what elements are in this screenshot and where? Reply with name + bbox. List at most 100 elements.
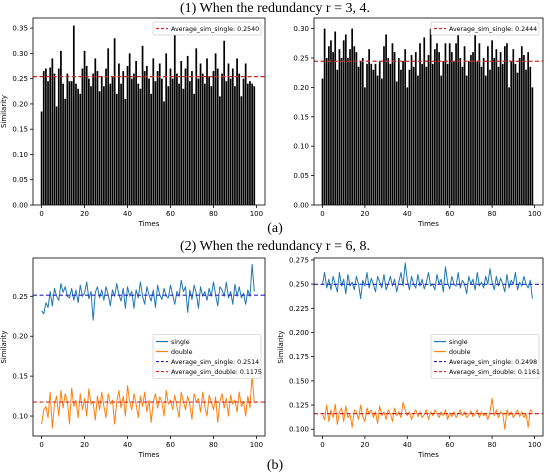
bar (92, 73, 95, 205)
bar (344, 34, 347, 205)
bar (130, 78, 133, 205)
bar (100, 76, 103, 206)
bar (120, 83, 122, 205)
y-tick-label: 0.20 (12, 333, 28, 341)
bar (342, 40, 345, 205)
bar (508, 87, 510, 205)
x-axis-label: Times (417, 220, 439, 228)
bar (154, 81, 157, 205)
bar (145, 66, 148, 205)
legend-label-average-double: Average_sim_double: 0.1175 (171, 369, 262, 376)
y-tick-label: 0.15 (12, 373, 28, 381)
bar (442, 60, 445, 205)
bar (406, 87, 409, 205)
legend-label-single: single (449, 339, 468, 346)
bar (355, 52, 358, 205)
panel-label-b: (b) (266, 458, 284, 473)
x-axis-label: Times (138, 451, 160, 459)
x-tick-label: 60 (166, 210, 175, 218)
bar (417, 75, 419, 205)
bar (98, 91, 101, 205)
y-tick-label: 0.25 (12, 293, 28, 301)
bar (478, 43, 481, 205)
bar (525, 69, 527, 205)
bar (325, 57, 328, 205)
bar (453, 60, 455, 205)
bar (249, 81, 251, 205)
bar (195, 48, 198, 205)
bar (397, 57, 400, 205)
x-tick-label: 80 (488, 441, 497, 449)
bar (402, 60, 404, 205)
bar (133, 73, 135, 205)
bar (429, 28, 432, 206)
x-tick-label: 20 (80, 441, 89, 449)
bar (501, 63, 504, 206)
bar (391, 43, 394, 205)
bar (419, 43, 421, 205)
bar (516, 72, 519, 205)
y-tick-label: 0.15 (293, 113, 309, 121)
bar (431, 63, 434, 206)
bar (143, 71, 146, 205)
bar (47, 81, 49, 205)
bar (412, 66, 415, 206)
bar (244, 63, 247, 206)
bar (506, 43, 508, 205)
bar (66, 73, 69, 205)
bar (381, 78, 383, 205)
bar (103, 86, 105, 205)
y-tick-label: 0.00 (293, 202, 309, 210)
bar (231, 68, 234, 205)
bar (470, 55, 472, 206)
y-tick-label: 0.10 (293, 143, 309, 151)
bar (107, 48, 110, 205)
y-tick-label: 0.10 (12, 151, 28, 159)
bar (446, 63, 449, 206)
x-tick-label: 100 (250, 441, 263, 449)
x-tick-label: 0 (320, 210, 324, 218)
bar (111, 76, 114, 206)
bar (75, 83, 77, 205)
bar (158, 63, 161, 206)
bar (359, 60, 362, 205)
bar (450, 52, 453, 205)
legend-label-average: Average_sim_single: 0.2540 (171, 26, 259, 33)
bar (64, 98, 67, 205)
chart-panel-1: 0 20 40 60 80 100 0.00 0.05 0.10 0.15 0.20 0.25 0.30… (0, 17, 266, 228)
series-line-single (321, 262, 533, 300)
bar (229, 78, 232, 205)
chart-panel-4: 0 20 40 60 80 100 0.100 0.125 0.150 0.175 0.200 0.2… (277, 256, 544, 459)
bar (135, 60, 137, 206)
bar (472, 52, 474, 205)
x-tick-label: 40 (123, 441, 132, 449)
bar (188, 81, 191, 205)
y-tick-label: 0.10 (12, 413, 28, 421)
bar (427, 55, 430, 206)
bar (40, 111, 43, 205)
x-tick-label: 60 (445, 441, 454, 449)
x-tick-label: 0 (320, 441, 324, 449)
bar (62, 83, 64, 205)
bar (461, 66, 464, 206)
bar (395, 81, 398, 205)
x-tick-label: 20 (360, 210, 369, 218)
bar (68, 81, 71, 205)
bar (531, 87, 534, 205)
bar (156, 71, 159, 205)
bar (410, 55, 413, 206)
bar (49, 67, 52, 206)
bar (122, 71, 125, 205)
x-tick-label: 60 (166, 441, 175, 449)
bar (251, 83, 253, 205)
y-tick-label: 0.05 (12, 176, 28, 184)
bar (137, 83, 140, 205)
y-axis-label: Similarity (277, 330, 285, 363)
bar (467, 60, 470, 205)
legend-label-average-double: Average_sim_double: 0.1161 (449, 369, 540, 376)
bar (457, 34, 460, 205)
legend-frame (430, 334, 540, 379)
bar (491, 40, 493, 205)
x-tick-label: 40 (123, 210, 132, 218)
